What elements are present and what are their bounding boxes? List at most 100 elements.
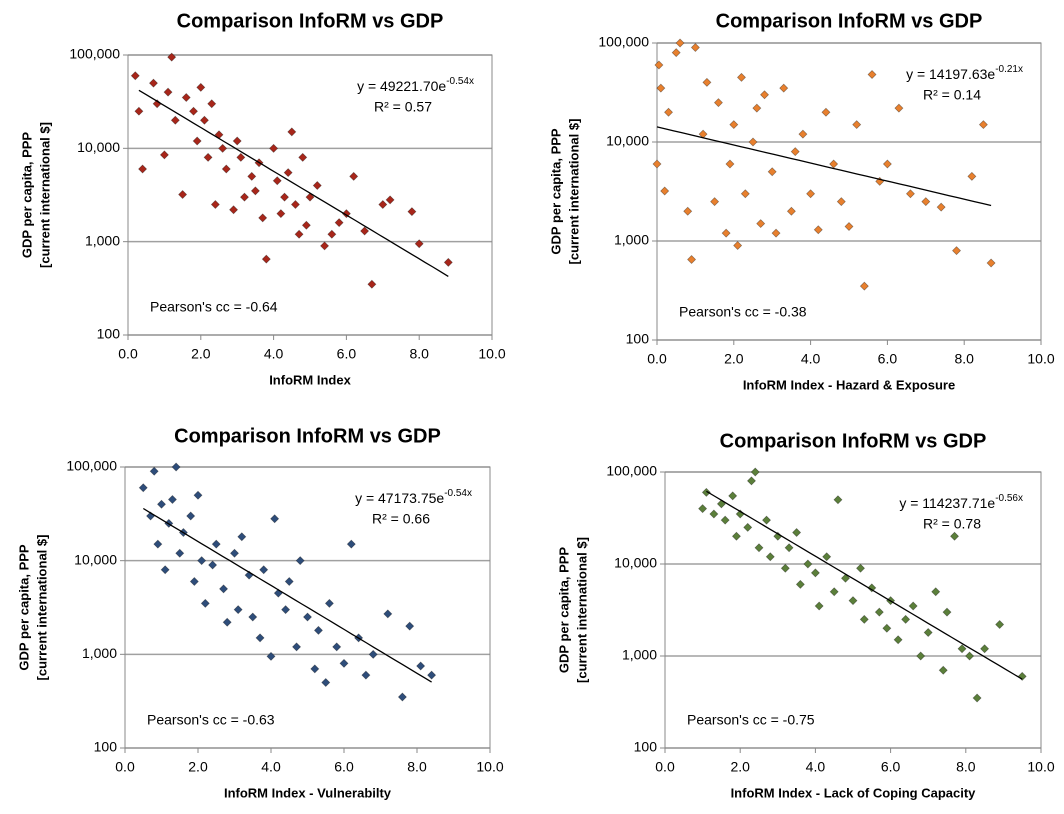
point	[218, 143, 228, 153]
point	[233, 605, 243, 615]
point	[159, 150, 169, 160]
equation-exponent: -0.54x	[446, 76, 474, 87]
point	[908, 601, 918, 611]
point	[280, 192, 290, 202]
pearson: Pearson's cc = -0.63	[147, 712, 275, 728]
point	[349, 171, 359, 181]
equation: y = 14197.63e-0.21x	[906, 64, 1023, 82]
point	[743, 522, 753, 532]
point	[367, 279, 377, 289]
point	[199, 115, 209, 125]
y-axis-label: GDP per capita, PPP	[548, 128, 563, 255]
point	[765, 552, 775, 562]
point	[203, 152, 213, 162]
point	[840, 573, 850, 583]
point	[829, 587, 839, 597]
point	[654, 60, 664, 70]
point	[701, 487, 711, 497]
point	[754, 543, 764, 553]
point	[687, 255, 697, 265]
y-axis-label: GDP per capita, PPP	[19, 132, 34, 259]
y-axis-label: GDP per capita, PPP	[556, 547, 571, 674]
point	[327, 229, 337, 239]
point	[821, 107, 831, 117]
y-tick-label: 10,000	[614, 555, 657, 571]
point	[867, 70, 877, 80]
y-tick-label: 100,000	[66, 458, 117, 474]
point	[698, 504, 708, 514]
point	[771, 228, 781, 238]
equation-base: y = 49221.70e	[357, 78, 446, 94]
y-axis-label: [current international $]	[574, 537, 589, 683]
point	[938, 665, 948, 675]
point	[728, 491, 738, 501]
x-tick-label: 8.0	[407, 759, 427, 775]
point	[767, 167, 777, 177]
point	[153, 539, 163, 549]
x-tick-label: 8.0	[956, 759, 976, 775]
point	[720, 515, 730, 525]
plot-border	[656, 42, 1042, 341]
point	[301, 220, 311, 230]
point	[229, 205, 239, 215]
point	[290, 200, 300, 210]
point	[148, 78, 158, 88]
point	[713, 98, 723, 108]
x-tick-label: 4.0	[264, 346, 284, 362]
y-tick-label: 100	[626, 331, 650, 347]
point	[833, 495, 843, 505]
equation-exponent: -0.56x	[995, 493, 1023, 504]
y-tick-label: 1,000	[622, 647, 657, 663]
point	[368, 649, 378, 659]
point	[814, 601, 824, 611]
point	[427, 670, 437, 680]
point	[221, 164, 231, 174]
x-tick-label: 10.0	[476, 759, 503, 775]
trendline	[656, 126, 992, 207]
y-tick-label: 10,000	[606, 133, 649, 149]
point	[803, 559, 813, 569]
x-tick-label: 4.0	[261, 759, 281, 775]
point	[950, 531, 960, 541]
point	[294, 229, 304, 239]
x-tick-label: 6.0	[334, 759, 354, 775]
chart-title: Comparison InfoRM vs GDP	[174, 425, 441, 447]
point	[709, 509, 719, 519]
point	[250, 186, 260, 196]
point	[901, 614, 911, 624]
point	[844, 222, 854, 232]
point	[882, 159, 892, 169]
x-tick-label: 8.0	[409, 346, 429, 362]
y-tick-label: 10,000	[74, 551, 117, 567]
point	[383, 609, 393, 619]
point	[664, 107, 674, 117]
point	[921, 197, 931, 207]
point	[270, 514, 280, 524]
point	[239, 192, 249, 202]
chart: Comparison InfoRM vs GDP 100 1,000 10,000 10…	[16, 425, 503, 800]
x-tick-label: 6.0	[337, 346, 357, 362]
plot-border	[127, 54, 493, 336]
point	[683, 206, 693, 216]
y-tick-label: 1,000	[85, 232, 120, 248]
point	[874, 607, 884, 617]
r-squared: R² = 0.14	[923, 87, 981, 103]
point	[806, 189, 816, 199]
point	[967, 171, 977, 181]
point	[313, 625, 323, 635]
point	[138, 164, 148, 174]
point	[361, 670, 371, 680]
point	[414, 239, 424, 249]
x-axis-label: InfoRM Index	[269, 372, 351, 387]
point	[836, 197, 846, 207]
chart: Comparison InfoRM vs GDP 100 1,000 10,000 10…	[556, 430, 1054, 800]
r-squared: R² = 0.66	[372, 511, 430, 527]
point	[702, 77, 712, 87]
r-squared: R² = 0.78	[923, 516, 981, 532]
point	[822, 552, 832, 562]
point	[276, 209, 286, 219]
chart-title: Comparison InfoRM vs GDP	[716, 10, 983, 32]
y-tick-label: 100	[634, 739, 658, 755]
trendline	[142, 507, 432, 683]
